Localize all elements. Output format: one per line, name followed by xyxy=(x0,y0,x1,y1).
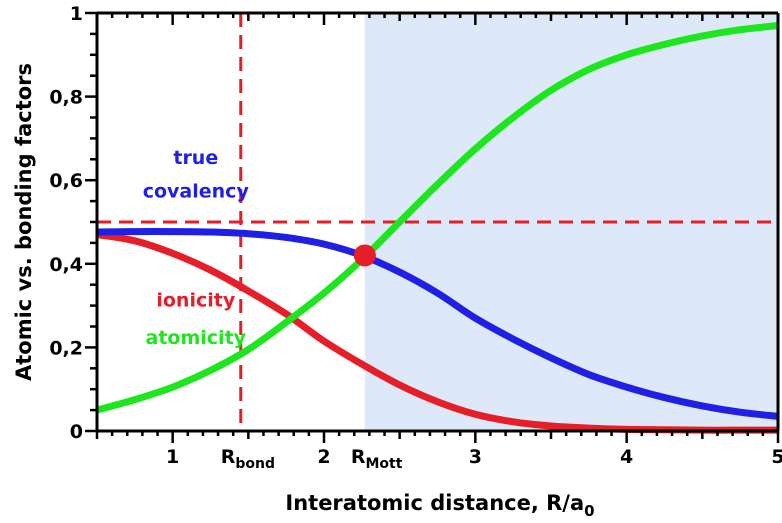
true-covalency-series-line xyxy=(96,228,779,420)
atomicity-series-line xyxy=(96,22,779,414)
ionicity-annotation: ionicity xyxy=(156,289,235,311)
atomicity-annotation: atomicity xyxy=(146,327,247,349)
x-tick-label: 4 xyxy=(620,446,633,468)
x-tick-label: 2 xyxy=(317,446,330,468)
y-tick-label: 0,4 xyxy=(49,254,83,276)
y-tick-label: 0 xyxy=(70,421,83,443)
mott-point-marker xyxy=(353,244,376,267)
y-tick-label: 1 xyxy=(70,3,83,25)
x-axis-label: Interatomic distance, R/a0 xyxy=(285,491,594,520)
y-tick-label: 0,6 xyxy=(49,170,83,192)
x-tick-label: 3 xyxy=(469,446,482,468)
y-axis-label: Atomic vs. bonding factors xyxy=(12,63,36,381)
y-tick-label: 0,2 xyxy=(49,337,83,359)
covalency-annotation: covalency xyxy=(143,181,250,203)
y-tick-label: 0,8 xyxy=(49,87,83,109)
x-tick-label: 5 xyxy=(771,446,782,468)
true-annotation: true xyxy=(173,147,218,169)
r-mott-label: RMott xyxy=(351,446,403,472)
r-bond-label: Rbond xyxy=(221,446,275,472)
x-tick-label: 1 xyxy=(166,446,179,468)
